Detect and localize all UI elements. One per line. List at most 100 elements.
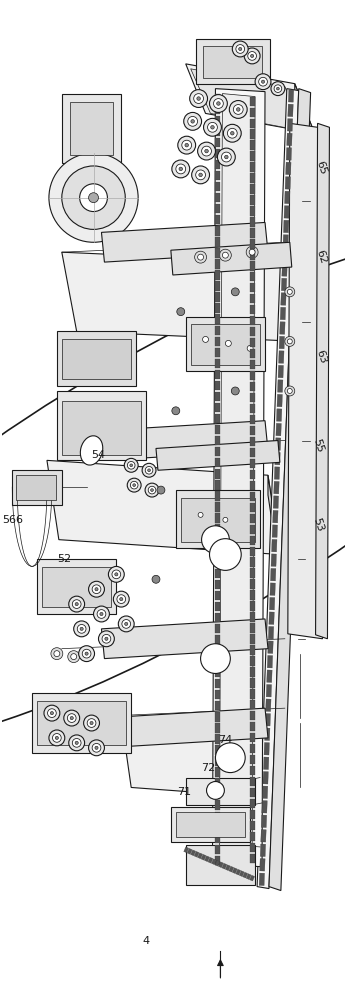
Circle shape — [122, 620, 130, 628]
Polygon shape — [216, 403, 220, 412]
Polygon shape — [250, 700, 255, 709]
Polygon shape — [250, 788, 255, 797]
Circle shape — [142, 463, 156, 477]
Polygon shape — [276, 409, 282, 421]
Polygon shape — [250, 261, 255, 271]
Polygon shape — [250, 283, 255, 292]
Polygon shape — [216, 458, 220, 467]
Polygon shape — [250, 129, 255, 139]
Circle shape — [120, 598, 123, 601]
Polygon shape — [250, 557, 255, 567]
Polygon shape — [216, 668, 220, 677]
Circle shape — [75, 741, 78, 744]
Polygon shape — [216, 381, 220, 390]
Polygon shape — [47, 460, 280, 555]
Circle shape — [198, 512, 203, 517]
Circle shape — [231, 387, 239, 395]
Circle shape — [75, 602, 78, 606]
Circle shape — [95, 746, 98, 749]
Circle shape — [285, 386, 295, 396]
Polygon shape — [70, 102, 113, 155]
Circle shape — [225, 340, 231, 346]
Polygon shape — [232, 868, 237, 874]
Polygon shape — [12, 470, 62, 505]
Circle shape — [54, 651, 60, 657]
Polygon shape — [216, 193, 220, 202]
Polygon shape — [288, 90, 294, 102]
Circle shape — [89, 581, 104, 597]
Polygon shape — [216, 657, 220, 666]
Circle shape — [108, 566, 124, 582]
Polygon shape — [250, 875, 255, 881]
Polygon shape — [277, 380, 283, 392]
Polygon shape — [216, 204, 220, 213]
Polygon shape — [216, 569, 220, 578]
Polygon shape — [216, 491, 220, 501]
Circle shape — [248, 52, 256, 60]
Polygon shape — [57, 331, 136, 386]
Circle shape — [285, 287, 295, 297]
Polygon shape — [250, 349, 255, 358]
Polygon shape — [216, 712, 220, 722]
Polygon shape — [101, 421, 268, 460]
Circle shape — [82, 649, 91, 658]
Circle shape — [227, 128, 237, 138]
Circle shape — [151, 489, 153, 491]
Circle shape — [71, 654, 77, 660]
Polygon shape — [250, 799, 255, 808]
Polygon shape — [250, 722, 255, 731]
Circle shape — [148, 469, 151, 472]
Polygon shape — [272, 525, 277, 537]
Polygon shape — [250, 744, 255, 753]
Circle shape — [68, 651, 80, 663]
Polygon shape — [216, 701, 220, 710]
Circle shape — [230, 131, 234, 135]
Polygon shape — [281, 278, 287, 291]
Polygon shape — [263, 772, 268, 784]
Circle shape — [172, 160, 190, 178]
Circle shape — [251, 54, 254, 58]
Circle shape — [125, 622, 128, 625]
Polygon shape — [204, 856, 209, 862]
Circle shape — [89, 193, 99, 203]
Polygon shape — [216, 767, 220, 777]
Polygon shape — [216, 425, 220, 434]
Polygon shape — [250, 239, 255, 249]
Polygon shape — [250, 459, 255, 468]
Circle shape — [287, 289, 292, 294]
Polygon shape — [270, 583, 275, 595]
Polygon shape — [250, 503, 255, 512]
Polygon shape — [216, 116, 220, 125]
Polygon shape — [216, 259, 220, 269]
Polygon shape — [186, 64, 315, 133]
Circle shape — [80, 184, 107, 212]
Circle shape — [191, 120, 194, 123]
Polygon shape — [269, 89, 311, 891]
Ellipse shape — [80, 436, 103, 465]
Polygon shape — [280, 307, 286, 320]
Circle shape — [124, 458, 138, 472]
Polygon shape — [216, 149, 220, 158]
Polygon shape — [279, 351, 284, 363]
Polygon shape — [287, 133, 292, 146]
Circle shape — [231, 288, 239, 296]
Circle shape — [198, 142, 216, 160]
Polygon shape — [216, 502, 220, 512]
Circle shape — [72, 600, 81, 608]
Text: 63: 63 — [315, 348, 328, 364]
Polygon shape — [216, 580, 220, 589]
Polygon shape — [216, 679, 220, 688]
Polygon shape — [250, 108, 255, 117]
Polygon shape — [250, 623, 255, 633]
Polygon shape — [225, 865, 230, 871]
Polygon shape — [250, 766, 255, 775]
Polygon shape — [250, 250, 255, 260]
Circle shape — [117, 595, 126, 603]
Circle shape — [222, 337, 234, 349]
Circle shape — [50, 712, 54, 715]
Polygon shape — [216, 756, 220, 766]
Polygon shape — [42, 567, 111, 607]
Polygon shape — [250, 97, 255, 106]
Circle shape — [92, 585, 101, 594]
Polygon shape — [276, 423, 281, 436]
